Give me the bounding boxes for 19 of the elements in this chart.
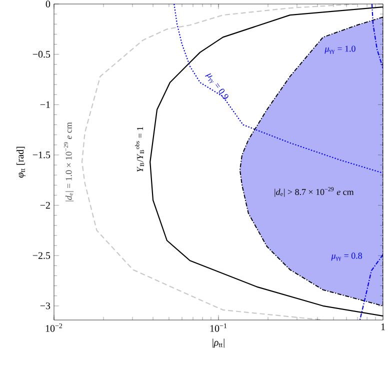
y-tick-label: −1.5 xyxy=(32,152,50,158)
annotation: μ$_{γγ}$ = 0.9 xyxy=(205,73,228,100)
y-tick-label: −2 xyxy=(40,202,50,209)
annotation: |d$_{e}$| > 8.7 × 10$^{−29}$ e cm xyxy=(274,187,354,197)
y-tick-label: 0 xyxy=(46,0,50,8)
x-axis-title: |ρ$_{tt}$| xyxy=(212,338,224,348)
y-tick-label: −2.5 xyxy=(32,252,50,259)
x-tick-label: 10$^{−2}$ xyxy=(46,324,62,332)
annotation: μ$_{γγ}$ = 1.0 xyxy=(324,46,356,54)
y-tick-label: −3 xyxy=(40,302,50,310)
x-tick-label: 1 xyxy=(381,324,385,330)
annotation: μ$_{γγ}$ = 0.8 xyxy=(331,252,362,261)
y-tick-label: −1 xyxy=(40,101,50,108)
y-tick-label: −0.5 xyxy=(32,50,50,58)
y-axis-title: φ$_{tt}$ [rad] xyxy=(16,146,26,178)
annotation: |d$_{e}$| = 1.0 × 10$^{−29}$ e cm xyxy=(64,122,74,202)
annotation: Y$_{B}$/Y$_{B}$$^{obs}$ = 1 xyxy=(135,126,144,172)
line-series xyxy=(371,4,384,69)
x-tick-label: 10$^{−1}$ xyxy=(210,324,227,332)
